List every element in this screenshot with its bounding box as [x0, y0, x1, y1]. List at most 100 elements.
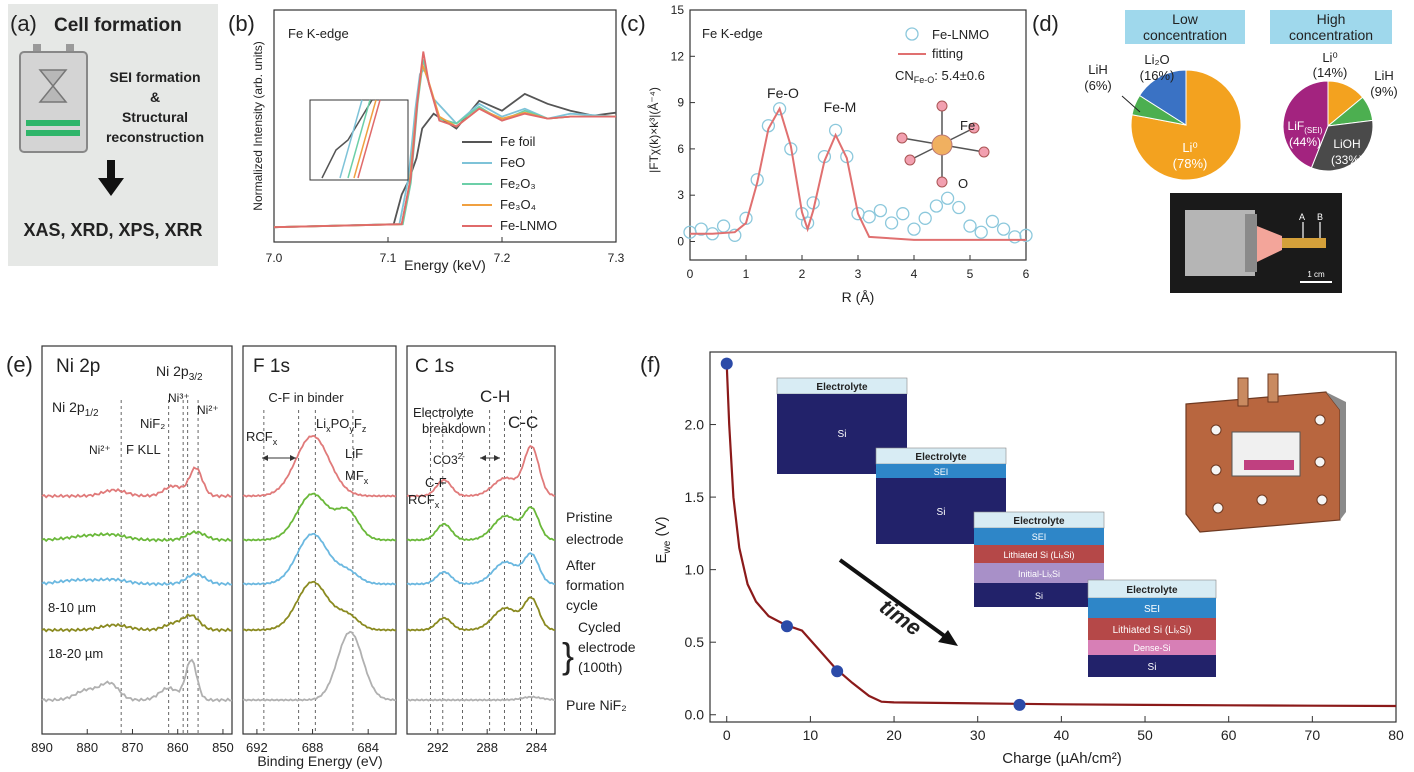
legend-pristine: Pristine: [566, 509, 613, 525]
depth-8-10-label: 8-10 µm: [48, 600, 96, 615]
panel-b-legend: Fe foil FeO Fe₂O₃ Fe₃O₄ Fe-LNMO: [462, 134, 557, 233]
panel-e-reference-lines: [120, 400, 533, 734]
mfx-label: MFx: [345, 468, 369, 486]
panel-a-line2: &: [150, 89, 160, 105]
panel-c-xtick-label: 2: [799, 267, 806, 281]
low-title-line1: Low: [1172, 11, 1199, 27]
legend-pristine-2: electrode: [566, 531, 624, 547]
f-xtick-label: 692: [246, 740, 268, 755]
panel-c-data-point: [716, 219, 731, 233]
panel-f-marker: [720, 357, 733, 370]
xps-spectrum-line: [242, 630, 397, 702]
high-lih-pct: (9%): [1370, 84, 1397, 99]
ligand-atom-label: O: [958, 176, 968, 191]
panel-c-data-point: [1019, 228, 1033, 242]
panel-c-letter: (c): [620, 11, 646, 36]
panel-b-legend-label: FeO: [500, 155, 525, 170]
co3-label: CO32-: [433, 452, 465, 467]
low-li0-pct: (78%): [1173, 156, 1208, 171]
low-lih-label: LiH: [1088, 62, 1108, 77]
lixpoyfz-label: LixPOyFz: [316, 416, 367, 434]
panel-c-data-point: [772, 102, 787, 116]
layer-stack-2: [875, 447, 1007, 544]
panel-b-legend-label: Fe₃O₄: [500, 197, 536, 212]
panel-c-data-point: [907, 222, 921, 236]
f-xtick-label: 688: [302, 740, 324, 755]
ni-xtick-label: 880: [76, 740, 98, 755]
panel-c-legend-marker: [905, 27, 919, 41]
stack1-electrolyte: Electrolyte: [816, 382, 868, 393]
panel-c-ylabel: |FTχ(k)×k³|(Å⁻⁴): [646, 87, 661, 173]
center-atom-label: Fe: [960, 118, 975, 133]
legend-after-2: formation: [566, 577, 624, 593]
high-lioh-label: LiOH: [1333, 137, 1360, 151]
down-arrow-icon: [98, 160, 124, 196]
panel-c-data-point: [739, 211, 753, 225]
panel-c-legend-label: Fe-LNMO: [932, 27, 989, 42]
time-label: time: [875, 594, 926, 641]
sample-photo: [1170, 193, 1342, 293]
cf-label-c: C-F: [425, 475, 447, 490]
peak-fe-o-label: Fe-O: [767, 85, 799, 101]
legend-pure-nif2: Pure NiF₂: [566, 697, 627, 713]
time-arrow-icon: [838, 558, 958, 646]
panel-c-ytick-label: 15: [671, 3, 685, 17]
panel-e-ni-frame: [41, 345, 233, 735]
high-title-line1: High: [1317, 11, 1346, 27]
panel-b-xtick-label: 7.0: [266, 251, 283, 265]
ni-xtick-label: 860: [167, 740, 189, 755]
low-concentration-box: [1125, 10, 1245, 44]
panel-c-data-point: [974, 225, 988, 239]
octahedral-structure-icon: [896, 100, 990, 188]
high-concentration-box: [1270, 10, 1392, 44]
low-lih-leader: [1121, 95, 1141, 113]
panel-e: (e) Ni 2p F 1s C 1s 890 880 870 860 850 692 68…: [6, 345, 636, 769]
ni-2plus-label-2: Ni²⁺: [197, 403, 219, 417]
panel-b-frame: [273, 9, 617, 243]
panel-e-ticks: 890 880 870 860 850 692 688 684 292 288 284: [31, 729, 547, 755]
panel-b-xtick-label: 7.1: [380, 251, 397, 265]
xps-spectrum-line: [406, 552, 556, 586]
cell-device-illustration: [1185, 373, 1346, 533]
panel-f-xtick-label: 20: [886, 727, 902, 743]
panel-f-xtick-label: 70: [1305, 727, 1321, 743]
panel-b-legend-label: Fe₂O₃: [500, 176, 536, 191]
panel-c-ytick-label: 3: [677, 188, 684, 202]
c-xtick-label: 288: [476, 740, 498, 755]
ni-2p12-label: Ni 2p1/2: [52, 399, 99, 419]
xps-spectrum-line: [41, 572, 233, 587]
photo-label-a: A: [1299, 212, 1305, 222]
panel-c-data-point: [896, 207, 910, 221]
panel-b-series-line: [273, 51, 616, 229]
rcfx-range-arrow: [262, 455, 296, 461]
panel-c-xlabel: R (Å): [842, 289, 875, 305]
panel-d-letter: (d): [1032, 11, 1059, 36]
panel-c-ytick-label: 6: [677, 142, 684, 156]
panel-f-xtick-label: 0: [723, 727, 731, 743]
panel-f-ytick-label: 1.0: [685, 562, 705, 578]
stack4-dense: Dense-Si: [1133, 643, 1170, 653]
panel-b: (b) Fe K-edge 7.0 7.1 7.2 7.3 Energy (keV) …: [228, 9, 625, 273]
xps-spectrum-line: [406, 505, 556, 542]
panel-c-legend-label: fitting: [932, 46, 963, 61]
stack1-si: Si: [838, 429, 847, 440]
panel-d: (d) Low concentration High concentration…: [1032, 10, 1398, 293]
panel-c-xtick-label: 1: [743, 267, 750, 281]
panel-f-ytick-label: 2.0: [685, 417, 705, 433]
pie-low-concentration: [1130, 69, 1242, 181]
xps-spectrum-line: [41, 613, 233, 633]
panel-c-data-point: [862, 210, 876, 224]
panel-f-series: [720, 357, 1397, 711]
panel-f-marker: [831, 665, 844, 678]
rcfx-label-f: RCFx: [246, 429, 278, 447]
panel-e-letter: (e): [6, 352, 33, 377]
panel-f-letter: (f): [640, 352, 661, 377]
panel-b-xticks: 7.0 7.1 7.2 7.3: [266, 237, 625, 265]
panel-c-ytick-label: 12: [671, 49, 685, 63]
c-xtick-label: 284: [526, 740, 548, 755]
lif-label: LiF: [345, 446, 363, 461]
panel-f-xtick-label: 80: [1388, 727, 1404, 743]
panel-e-f-title: F 1s: [253, 356, 290, 377]
